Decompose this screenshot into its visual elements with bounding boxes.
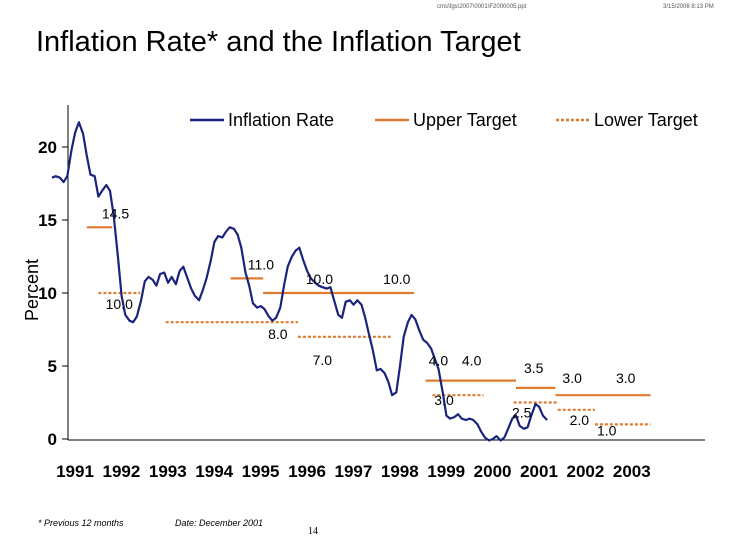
lower-target-label: 2.0 xyxy=(570,412,590,428)
lower-target-label: 2.5 xyxy=(512,405,532,421)
upper-target-label: 3.0 xyxy=(562,370,582,386)
upper-target-label: 3.0 xyxy=(616,370,636,386)
lower-target-label: 8.0 xyxy=(268,326,288,342)
x-tick-label: 1999 xyxy=(427,462,465,481)
x-tick-label: 1992 xyxy=(102,462,140,481)
target-labels: 14.5 11.0 10.0 10.0 4.0 4.0 3.5 3.0 3.0 10.0 8.0 7.… xyxy=(102,205,636,438)
chart-legend: Inflation Rate Upper Target Lower Target xyxy=(190,110,698,130)
x-tick-label: 1996 xyxy=(288,462,326,481)
x-tick-label: 2000 xyxy=(474,462,512,481)
upper-target-label: 10.0 xyxy=(383,271,410,287)
footer-date: Date: December 2001 xyxy=(175,518,264,528)
y-tick-label: 0 xyxy=(48,430,57,449)
header-date: 3/15/2006 8:13 PM xyxy=(663,4,714,10)
y-tick-label: 10 xyxy=(38,284,57,303)
x-tick-label: 1997 xyxy=(334,462,372,481)
lower-target-label: 7.0 xyxy=(313,352,333,368)
header-file-path: cms\fgs\2007\0001\F2000005.ppt xyxy=(437,4,527,10)
x-tick-label: 1991 xyxy=(56,462,94,481)
x-tick-label: 1995 xyxy=(242,462,280,481)
y-tick-label: 20 xyxy=(38,138,57,157)
lower-target-label: 3.0 xyxy=(434,392,454,408)
inflation-series xyxy=(51,121,548,442)
legend-label: Upper Target xyxy=(413,110,517,130)
x-tick-label: 1998 xyxy=(381,462,419,481)
y-tick-label: 5 xyxy=(48,357,57,376)
y-axis-title: Percent xyxy=(22,259,42,321)
x-tick-label: 1994 xyxy=(195,462,233,481)
footnote: * Previous 12 months xyxy=(38,518,124,528)
upper-target-label: 4.0 xyxy=(462,353,482,369)
x-tick-label: 2002 xyxy=(566,462,604,481)
page-title: Inflation Rate* and the Inflation Target xyxy=(36,26,521,58)
x-tick-label: 1993 xyxy=(149,462,187,481)
legend-label: Lower Target xyxy=(594,110,698,130)
upper-target-label: 14.5 xyxy=(102,205,129,221)
legend-label: Inflation Rate xyxy=(228,110,334,130)
target-lines xyxy=(86,226,651,426)
lower-target-label: 10.0 xyxy=(106,296,133,312)
x-tick-label: 2003 xyxy=(613,462,651,481)
y-tick-label: 15 xyxy=(38,211,57,230)
upper-target-label: 11.0 xyxy=(248,256,274,272)
x-tick-label: 2001 xyxy=(520,462,558,481)
upper-target-label: 3.5 xyxy=(524,360,544,376)
inflation-rate-line xyxy=(51,121,548,442)
lower-target-label: 1.0 xyxy=(597,422,617,438)
upper-target-label: 10.0 xyxy=(306,271,333,287)
page-number: 14 xyxy=(308,526,318,537)
upper-target-label: 4.0 xyxy=(429,353,449,369)
chart-axes: 0 5 10 15 20 Percent 1991 1992 1993 1994 1995 1996 1… xyxy=(22,105,705,481)
